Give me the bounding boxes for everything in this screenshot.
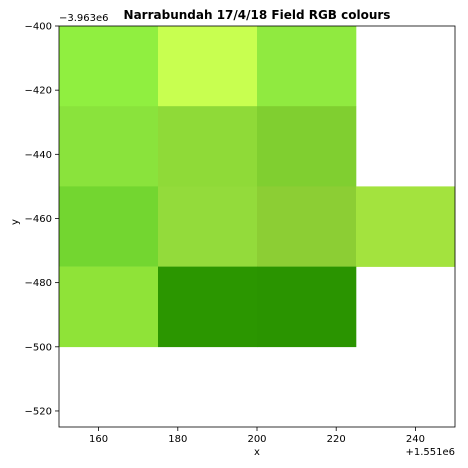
chart-title: Narrabundah 17/4/18 Field RGB colours [124,8,391,22]
y-tick-label-2: −440 [25,150,52,161]
x-tick-label-0: 160 [89,434,108,445]
heatmap-cell-5 [257,106,357,187]
heatmap-cell-4 [158,106,258,187]
heatmap-cell-1 [158,26,258,107]
heatmap-cell-3 [59,106,159,187]
heatmap-cell-2 [257,26,357,107]
plot-frame [58,25,456,428]
x-tick-label-4: 240 [406,434,425,445]
y-tick-label-3: −460 [25,214,52,225]
heatmap-cell-11 [158,266,258,348]
heatmap-cell-0 [59,26,159,107]
x-tick-label-2: 200 [247,434,266,445]
x-tick-label-3: 220 [327,434,346,445]
y-tick-label-4: −480 [25,278,52,289]
heatmap-cell-9 [356,186,456,267]
x-axis-label: x [254,447,260,458]
x-tick-label-1: 180 [168,434,187,445]
heatmap-cell-6 [59,186,159,267]
y-tick-label-1: −420 [25,86,52,97]
y-tick-label-0: −400 [25,22,52,33]
y-tick-label-6: −520 [25,406,52,417]
heatmap-cells [59,26,456,348]
heatmap-cell-8 [257,186,357,267]
heatmap-cell-7 [158,186,258,267]
y-axis-label: y [10,219,21,225]
x-axis: 160 180 200 220 240 [89,427,425,445]
heatmap-cell-12 [257,266,357,348]
y-axis: −400 −420 −440 −460 −480 −500 −520 [25,22,59,417]
y-tick-label-5: −500 [25,342,52,353]
x-offset-label: +1.551e6 [405,447,455,458]
y-offset-label: −3.963e6 [59,13,109,24]
heatmap-cell-10 [59,266,159,348]
